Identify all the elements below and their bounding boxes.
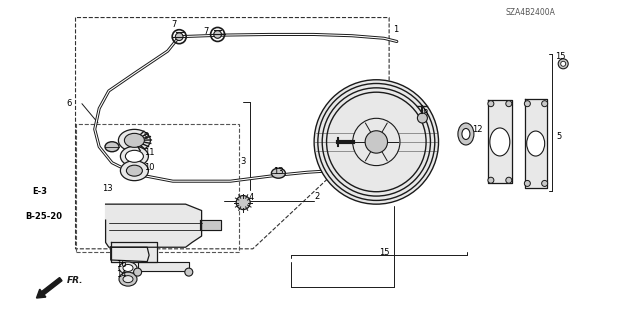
Circle shape: [314, 80, 438, 204]
Circle shape: [541, 101, 548, 107]
Ellipse shape: [127, 165, 143, 176]
Ellipse shape: [123, 264, 133, 271]
FancyArrow shape: [36, 278, 62, 298]
Bar: [76, 124, 239, 252]
Text: 3: 3: [241, 157, 246, 166]
Text: 15: 15: [556, 52, 566, 61]
Text: B-25-20: B-25-20: [26, 212, 63, 221]
Ellipse shape: [120, 146, 148, 166]
Circle shape: [506, 101, 512, 107]
Text: 6: 6: [66, 100, 71, 108]
Text: 16: 16: [116, 260, 127, 269]
Ellipse shape: [271, 168, 285, 178]
Text: 15: 15: [379, 248, 389, 257]
Ellipse shape: [120, 161, 148, 181]
Ellipse shape: [124, 133, 145, 147]
Text: 7: 7: [204, 27, 209, 36]
Text: 9: 9: [144, 132, 149, 141]
Circle shape: [506, 177, 512, 183]
Circle shape: [524, 101, 531, 107]
Circle shape: [365, 131, 387, 153]
Text: 1: 1: [393, 25, 398, 33]
Polygon shape: [488, 100, 512, 183]
Circle shape: [134, 268, 141, 276]
Text: 14: 14: [116, 271, 126, 279]
Polygon shape: [111, 242, 157, 262]
Text: SZA4B2400A: SZA4B2400A: [506, 8, 556, 17]
Circle shape: [185, 268, 193, 276]
Text: 10: 10: [144, 163, 154, 172]
Text: 12: 12: [472, 125, 483, 134]
Text: 7: 7: [171, 20, 176, 29]
Polygon shape: [525, 99, 547, 188]
Text: 13: 13: [102, 184, 113, 193]
Circle shape: [175, 33, 183, 41]
Text: 11: 11: [144, 148, 154, 157]
Circle shape: [558, 59, 568, 69]
Ellipse shape: [105, 142, 119, 152]
Polygon shape: [111, 247, 149, 262]
Circle shape: [417, 113, 428, 123]
Circle shape: [524, 181, 531, 186]
Ellipse shape: [527, 131, 545, 156]
Text: 13: 13: [273, 167, 284, 176]
Ellipse shape: [458, 123, 474, 145]
Polygon shape: [106, 204, 202, 247]
Text: 8: 8: [422, 109, 428, 118]
Text: 4: 4: [248, 193, 253, 202]
Text: 2: 2: [315, 192, 320, 201]
Circle shape: [214, 31, 221, 38]
Text: 5: 5: [556, 132, 561, 141]
Circle shape: [488, 101, 494, 107]
Ellipse shape: [490, 128, 510, 156]
Circle shape: [488, 177, 494, 183]
Text: FR.: FR.: [67, 276, 84, 285]
Ellipse shape: [123, 276, 133, 283]
Ellipse shape: [462, 129, 470, 139]
Ellipse shape: [119, 262, 137, 274]
Polygon shape: [200, 220, 221, 230]
Text: E-3: E-3: [32, 187, 47, 196]
Ellipse shape: [118, 130, 150, 151]
Ellipse shape: [119, 272, 137, 286]
Circle shape: [561, 61, 566, 66]
Circle shape: [541, 181, 548, 186]
Ellipse shape: [125, 150, 143, 162]
Polygon shape: [138, 262, 189, 271]
Circle shape: [236, 196, 250, 210]
Circle shape: [353, 118, 400, 166]
